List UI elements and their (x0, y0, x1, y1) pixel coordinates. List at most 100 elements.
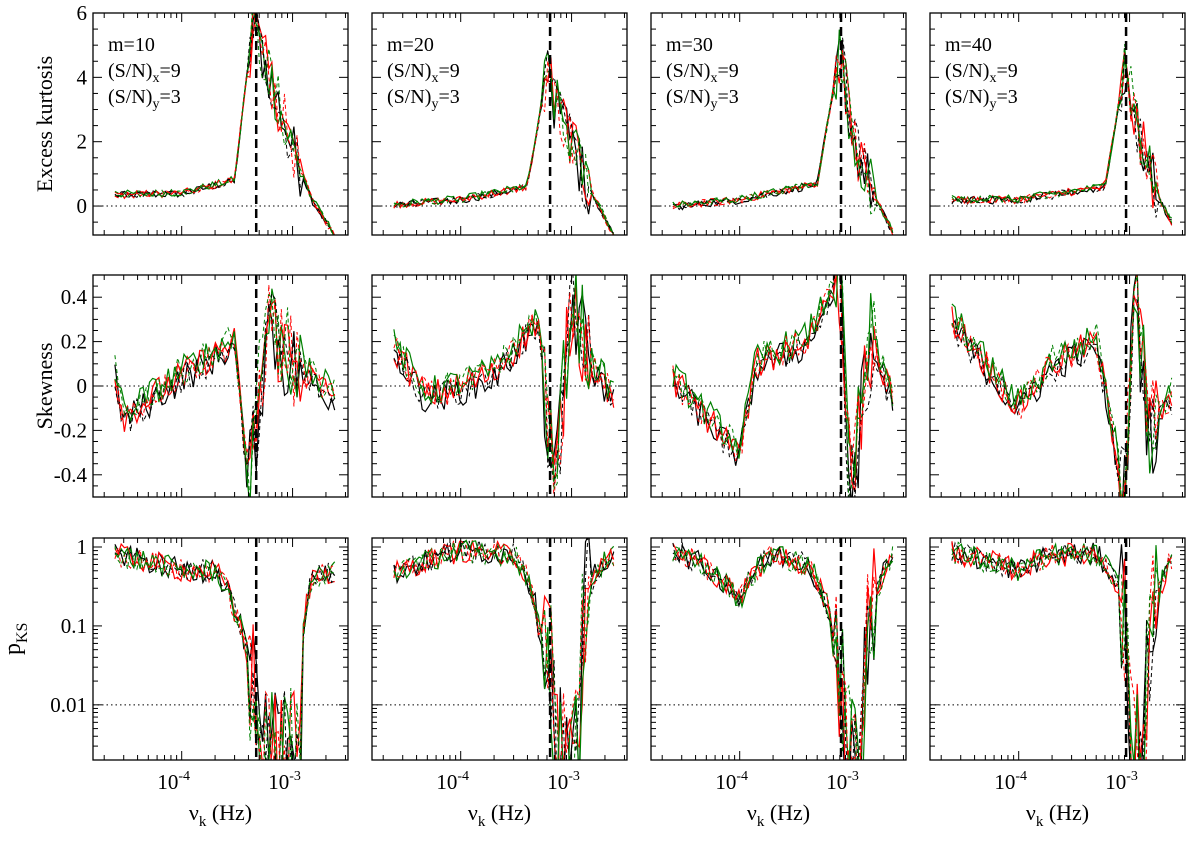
series-line-black-dashed (951, 296, 1173, 481)
series-line-black-dashed (672, 275, 894, 497)
panel-frame (650, 12, 907, 236)
series-line-black-dashed (672, 37, 894, 233)
y-tick-label: -0.4 (54, 463, 88, 487)
panel-pks-3: 10-4 10-3νk (Hz) (650, 537, 907, 830)
sn-sub: x (989, 71, 996, 86)
series-line-green-dashed (672, 545, 894, 760)
sn-main: (S/N) (666, 60, 710, 82)
series-line-green-solid (951, 542, 1172, 760)
y-tick-label: 0.2 (61, 330, 87, 354)
y-tick-label: -0.2 (54, 418, 87, 442)
y-tick-label: 6 (77, 1, 88, 25)
series-group (393, 275, 615, 497)
sn-value: =3 (996, 86, 1017, 108)
x-axis-label-main: ν (189, 800, 199, 825)
y-tick-label: 0.1 (61, 614, 87, 638)
x-tick-base: 10 (994, 770, 1015, 794)
panel-frame (650, 537, 907, 761)
series-line-green-solid (114, 546, 336, 760)
series-line-green-solid (393, 51, 615, 235)
panel-sn-label: (S/N)y=3 (108, 86, 181, 112)
series-line-black-dashed (951, 48, 1173, 225)
y-tick-label: 2 (77, 130, 88, 154)
sn-sub: y (710, 97, 717, 112)
series-line-green-solid (672, 275, 894, 478)
x-tick-exponent: -4 (1015, 769, 1027, 784)
panel-skewness-4 (929, 274, 1186, 498)
series-line-green-dashed (672, 275, 894, 497)
panel-kurtosis-4: m=40 (S/N)x=9(S/N)y=3 (929, 12, 1186, 236)
sn-main: (S/N) (387, 60, 431, 82)
series-line-red-solid (672, 275, 894, 492)
series-line-red-solid (672, 542, 893, 760)
series-line-black-dashed (114, 13, 336, 235)
x-axis-label: νk (Hz) (189, 800, 252, 830)
series-line-green-dashed (951, 275, 1173, 497)
x-tick-base: 10 (1105, 770, 1126, 794)
sn-value: =9 (438, 60, 459, 82)
series-line-green-solid (951, 57, 1172, 219)
x-tick-base: 10 (157, 770, 178, 794)
panel-frame (371, 537, 628, 761)
x-tick-label: 10-4 (715, 769, 748, 794)
panel-pks-4: 10-4 10-3νk (Hz) (929, 537, 1186, 830)
series-group (672, 275, 894, 497)
x-tick-base: 10 (547, 770, 568, 794)
x-tick-exponent: -4 (457, 769, 469, 784)
sn-value: =9 (717, 60, 738, 82)
x-tick-label: 10-3 (268, 769, 301, 794)
series-line-red-dashed (393, 292, 615, 497)
y-tick-label: 0.01 (50, 693, 87, 717)
series-line-red-solid (951, 542, 1173, 760)
panel-sn-label: (S/N)x=9 (387, 60, 460, 86)
sn-sub: y (431, 97, 438, 112)
x-tick-exponent: -4 (178, 769, 190, 784)
series-line-green-dashed (951, 541, 1173, 760)
panel-sn-label: (S/N)x=9 (666, 60, 739, 86)
sn-main: (S/N) (387, 86, 431, 108)
y-axis-label-sub: KS (14, 623, 31, 643)
x-tick-exponent: -3 (1126, 769, 1138, 784)
x-tick-base: 10 (826, 770, 847, 794)
series-line-red-dashed (672, 544, 894, 760)
sn-sub: x (152, 71, 159, 86)
sn-sub: y (989, 97, 996, 112)
x-tick-label: 10-4 (157, 769, 190, 794)
series-line-red-dashed (114, 547, 335, 760)
series-line-black-solid (393, 538, 615, 760)
series-group (114, 13, 336, 235)
panel-skewness-3 (650, 274, 907, 498)
x-axis-label-sub: k (199, 814, 207, 830)
x-axis-label-unit: (Hz) (206, 800, 252, 825)
panel-sn-label: (S/N)x=9 (945, 60, 1018, 86)
x-tick-base: 10 (268, 770, 289, 794)
x-tick-exponent: -4 (736, 769, 748, 784)
series-line-red-dashed (114, 13, 335, 235)
panel-m-label: m=40 (945, 34, 992, 56)
x-axis-label: νk (Hz) (747, 800, 810, 830)
series-group (393, 49, 615, 235)
series-line-red-dashed (672, 275, 894, 464)
series-line-black-solid (951, 542, 1173, 760)
x-axis-label-sub: k (478, 814, 486, 830)
series-group (672, 29, 894, 235)
series-line-green-dashed (114, 293, 336, 497)
x-tick-exponent: -3 (568, 769, 580, 784)
x-tick-label: 10-3 (1105, 769, 1138, 794)
series-line-green-solid (114, 13, 335, 235)
x-axis-label-unit: (Hz) (485, 800, 531, 825)
x-tick-label: 10-4 (436, 769, 469, 794)
panel-frame (929, 537, 1186, 761)
x-axis-label-unit: (Hz) (1043, 800, 1089, 825)
series-line-green-solid (672, 29, 894, 233)
series-group (114, 542, 336, 760)
series-line-black-dashed (393, 538, 615, 760)
x-axis-label-main: ν (1026, 800, 1036, 825)
y-tick-label: 0 (77, 194, 88, 218)
series-line-green-dashed (114, 546, 335, 760)
x-axis-label: νk (Hz) (1026, 800, 1089, 830)
sn-main: (S/N) (945, 60, 989, 82)
